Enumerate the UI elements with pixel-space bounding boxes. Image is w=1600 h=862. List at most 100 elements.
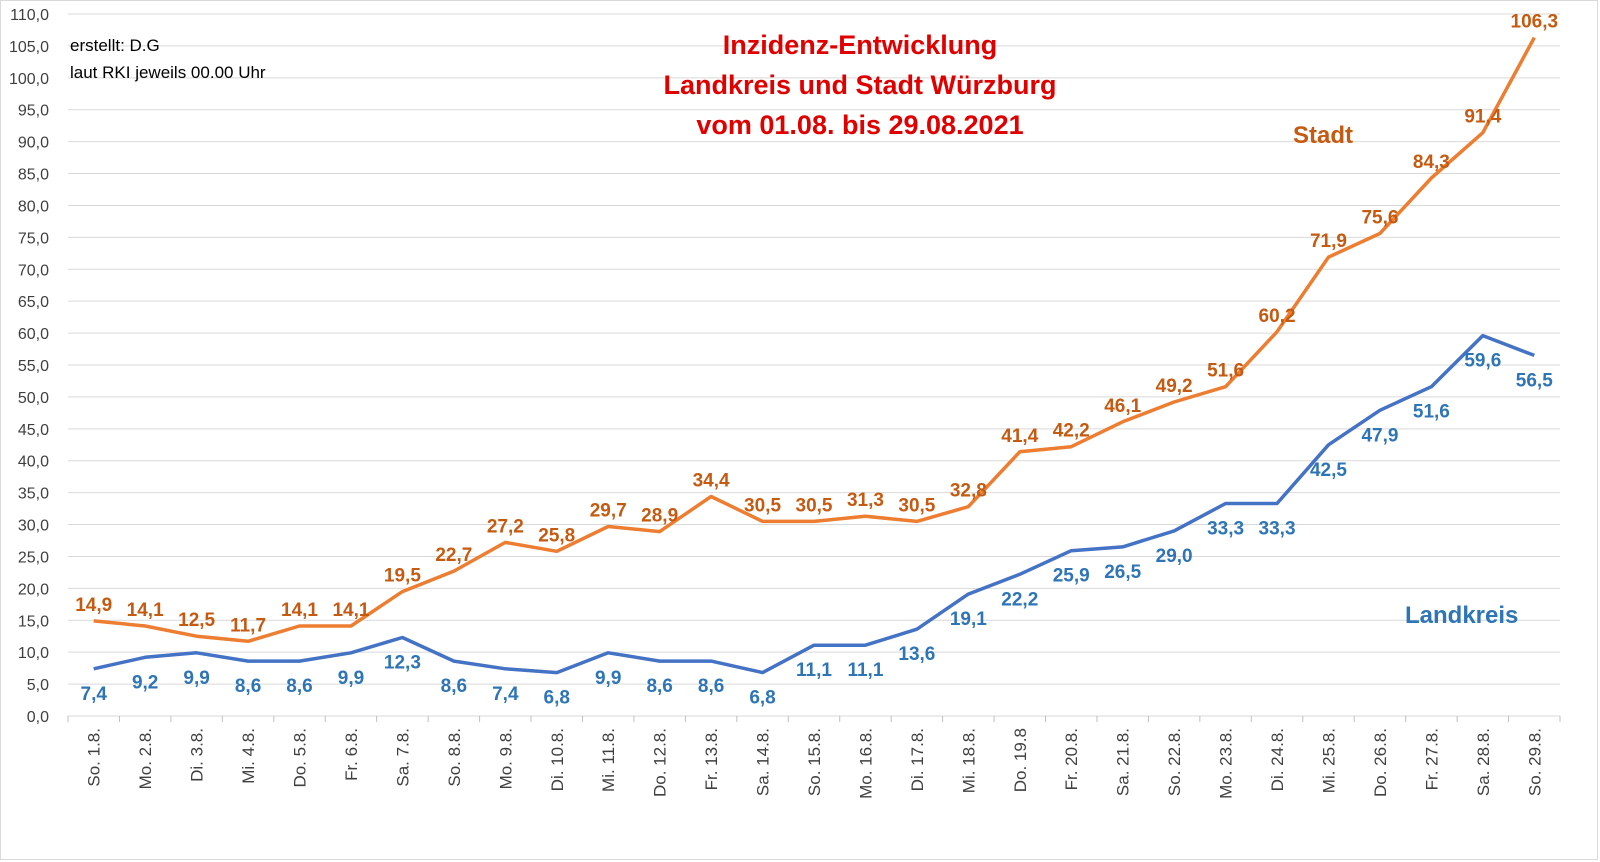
data-label-stadt: 30,5 [898,495,935,516]
data-label-landkreis: 8,6 [698,676,724,697]
y-tick-label: 80,0 [18,198,49,215]
y-tick-label: 35,0 [18,486,49,503]
data-label-landkreis: 9,9 [338,668,364,689]
y-tick-label: 25,0 [18,549,49,566]
data-label-stadt: 60,2 [1259,306,1296,327]
data-label-landkreis: 8,6 [286,676,312,697]
y-tick-label: 70,0 [18,262,49,279]
y-tick-label: 85,0 [18,167,49,184]
x-tick-label: Fr. 27.8. [1422,728,1441,790]
data-label-landkreis: 25,9 [1053,566,1090,587]
series-label-landkreis: Landkreis [1405,602,1519,629]
y-tick-label: 40,0 [18,454,49,471]
data-label-landkreis: 9,9 [595,668,621,689]
x-tick-label: Di. 24.8. [1268,728,1287,791]
x-tick-label: Mi. 4.8. [239,728,258,784]
y-tick-label: 75,0 [18,230,49,247]
data-label-stadt: 51,6 [1207,361,1244,382]
data-label-landkreis: 9,2 [132,672,158,693]
data-label-landkreis: 42,5 [1310,460,1347,481]
data-label-stadt: 14,1 [127,600,164,621]
series-line-stadt [93,36,1536,644]
data-label-landkreis: 6,8 [749,688,775,709]
y-tick-label: 15,0 [18,613,49,630]
x-tick-label: So. 29.8. [1525,728,1544,796]
x-tick-label: Fr. 20.8. [1062,728,1081,790]
data-label-landkreis: 29,0 [1156,546,1193,567]
data-label-landkreis: 11,1 [796,660,832,681]
x-tick-label: So. 22.8. [1165,728,1184,796]
data-label-stadt: 28,9 [641,506,678,527]
source-note: laut RKI jeweils 00.00 Uhr [70,63,266,82]
data-label-landkreis: 7,4 [492,684,519,705]
y-tick-label: 45,0 [18,422,49,439]
data-label-stadt: 14,9 [75,595,112,616]
y-tick-label: 90,0 [18,135,49,152]
data-label-landkreis: 59,6 [1464,351,1501,372]
x-tick-label: Fr. 6.8. [342,728,361,781]
data-label-stadt: 22,7 [435,545,472,566]
data-label-landkreis: 6,8 [544,688,570,709]
data-label-stadt: 19,5 [384,566,421,587]
y-tick-label: 105,0 [9,39,49,56]
data-label-stadt: 14,1 [281,600,318,621]
data-label-landkreis: 22,2 [1001,589,1038,610]
data-label-stadt: 71,9 [1310,231,1347,252]
x-tick-label: Mo. 9.8. [496,728,515,789]
data-label-landkreis: 26,5 [1104,562,1141,583]
y-tick-label: 100,0 [9,71,49,88]
y-tick-label: 0,0 [27,709,49,726]
y-tick-label: 60,0 [18,326,49,343]
chart-title-line-2: Landkreis und Stadt Würzburg [663,70,1057,100]
data-label-stadt: 41,4 [1001,426,1038,447]
data-label-stadt: 12,5 [178,610,215,631]
x-tick-label: Do. 19.8 [1011,728,1030,792]
x-tick-label: Do. 5.8. [291,728,310,788]
data-label-landkreis: 33,3 [1259,518,1296,539]
data-label-stadt: 91,4 [1464,107,1501,128]
x-tick-label: So. 1.8. [85,728,104,787]
data-label-stadt: 42,2 [1053,421,1090,442]
x-tick-label: Do. 12.8. [651,728,670,797]
x-tick-label: Sa. 21.8. [1114,728,1133,796]
x-tick-label: Sa. 14.8. [754,728,773,796]
chart-title-line-1: Inzidenz-Entwicklung [722,30,998,60]
author-note: erstellt: D.G [70,36,160,55]
data-label-landkreis: 47,9 [1361,425,1398,446]
data-label-stadt: 31,3 [847,490,884,511]
x-tick-label: Sa. 7.8. [393,728,412,787]
y-tick-label: 65,0 [18,294,49,311]
data-label-stadt: 106,3 [1511,12,1559,33]
x-tick-label: Sa. 28.8. [1474,728,1493,796]
data-label-stadt: 30,5 [744,495,781,516]
x-tick-label: Di. 17.8. [908,728,927,791]
data-label-stadt: 75,6 [1361,208,1398,229]
data-label-landkreis: 56,5 [1516,370,1553,391]
data-label-stadt: 27,2 [487,516,524,537]
x-tick-label: Di. 3.8. [188,728,207,782]
y-tick-label: 30,0 [18,518,49,535]
y-tick-label: 110,0 [10,7,49,24]
data-label-landkreis: 7,4 [81,684,108,705]
data-label-stadt: 29,7 [590,500,627,521]
x-tick-label: Mi. 25.8. [1319,728,1338,793]
x-tick-label: Mi. 18.8. [959,728,978,793]
data-label-stadt: 46,1 [1104,396,1141,417]
y-tick-label: 20,0 [18,581,49,598]
series-label-stadt: Stadt [1293,122,1353,149]
data-label-stadt: 34,4 [693,470,730,491]
data-label-landkreis: 12,3 [384,653,421,674]
x-tick-label: Mi. 11.8. [599,728,618,792]
x-tick-label: Do. 26.8. [1371,728,1390,797]
data-label-landkreis: 13,6 [898,644,935,665]
y-tick-label: 5,0 [27,677,49,694]
series-line-landkreis [93,333,1535,675]
y-tick-label: 50,0 [18,390,49,407]
x-tick-label: Mo. 23.8. [1217,728,1236,799]
y-tick-label: 10,0 [18,645,49,662]
data-label-stadt: 14,1 [332,600,369,621]
data-label-landkreis: 19,1 [950,609,987,630]
data-label-stadt: 30,5 [796,495,833,516]
